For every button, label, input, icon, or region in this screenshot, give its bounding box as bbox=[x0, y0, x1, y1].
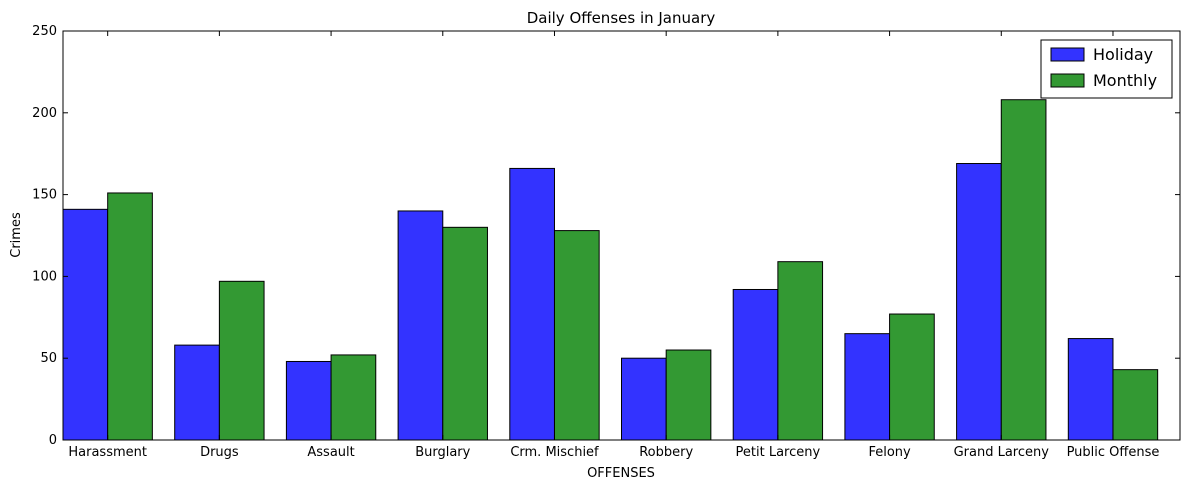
bar-monthly-public-offense bbox=[1112, 369, 1159, 441]
plot-frame bbox=[62, 30, 1181, 441]
y-tick-label: 150 bbox=[32, 188, 57, 203]
y-tick-label: 0 bbox=[49, 433, 57, 448]
ticks-group: Harassment Drugs Assault Burglary Crm. Misch… bbox=[32, 24, 1180, 460]
legend-swatch-holiday bbox=[1050, 47, 1085, 62]
legend: Holiday Monthly bbox=[1040, 39, 1173, 99]
bar-monthly-drugs bbox=[218, 280, 265, 441]
y-tick-label: 250 bbox=[32, 24, 57, 39]
legend-label-holiday: Holiday bbox=[1093, 45, 1153, 64]
x-tick-label: Crm. Mischief bbox=[510, 445, 599, 460]
x-axis-label: OFFENSES bbox=[587, 466, 655, 481]
y-tick-label: 200 bbox=[32, 106, 57, 121]
bar-holiday-drugs bbox=[174, 344, 220, 441]
bar-monthly-robbery bbox=[665, 349, 712, 441]
bar-holiday-grand-larceny bbox=[956, 163, 1002, 441]
x-tick-label: Robbery bbox=[639, 445, 693, 460]
x-tick-label: Petit Larceny bbox=[736, 445, 821, 460]
bar-holiday-assault bbox=[285, 360, 332, 441]
bar-holiday-robbery bbox=[621, 357, 667, 441]
bar-monthly-harassment bbox=[107, 192, 153, 441]
bar-holiday-felony bbox=[844, 333, 891, 441]
bars-group bbox=[62, 99, 1159, 441]
legend-swatch-monthly bbox=[1050, 73, 1085, 88]
x-tick-label: Drugs bbox=[200, 445, 239, 460]
bar-monthly-felony bbox=[889, 313, 935, 441]
bar-holiday-public-offense bbox=[1067, 338, 1114, 441]
bar-holiday-burglary bbox=[397, 210, 444, 441]
x-tick-label: Felony bbox=[868, 445, 911, 460]
y-tick-label: 100 bbox=[32, 269, 57, 284]
bar-monthly-assault bbox=[330, 354, 377, 441]
bar-holiday-crm-mischief bbox=[509, 167, 555, 441]
chart-title: Daily Offenses in January bbox=[527, 9, 716, 27]
bar-monthly-grand-larceny bbox=[1000, 99, 1047, 441]
bar-monthly-burglary bbox=[442, 226, 488, 441]
bar-monthly-crm-mischief bbox=[553, 230, 600, 441]
y-tick-label: 50 bbox=[40, 351, 57, 366]
x-tick-label: Public Offense bbox=[1067, 445, 1160, 460]
x-tick-label: Burglary bbox=[415, 445, 470, 460]
x-tick-label: Grand Larceny bbox=[954, 445, 1050, 460]
x-tick-label: Assault bbox=[307, 445, 354, 460]
bar-holiday-petit-larceny bbox=[732, 288, 779, 441]
bar-monthly-petit-larceny bbox=[777, 261, 824, 441]
legend-label-monthly: Monthly bbox=[1093, 71, 1157, 90]
x-tick-label: Harassment bbox=[68, 445, 147, 460]
y-axis-label: Crimes bbox=[9, 212, 24, 258]
bar-holiday-harassment bbox=[62, 208, 109, 441]
